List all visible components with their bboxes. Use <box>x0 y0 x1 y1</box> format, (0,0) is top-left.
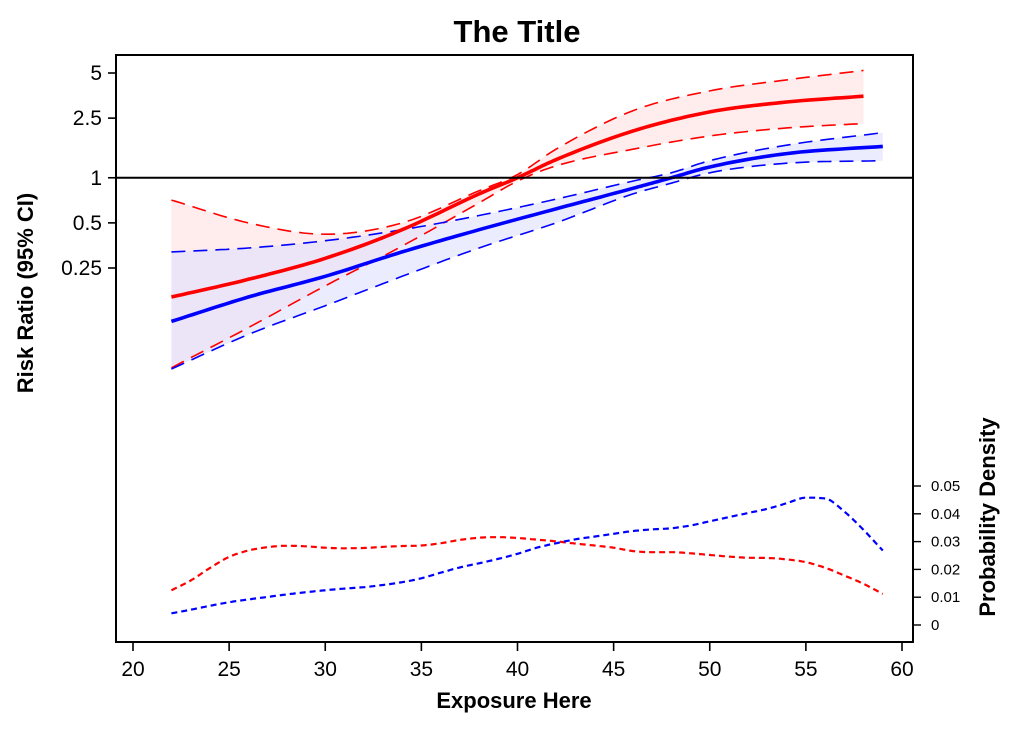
x-tick-label: 60 <box>890 658 913 681</box>
x-tick-label: 25 <box>217 658 240 681</box>
x-tick-label: 45 <box>602 658 625 681</box>
y2-tick-label: 0.05 <box>931 478 960 495</box>
red-density-line <box>170 536 884 595</box>
x-tick-label: 55 <box>794 658 817 681</box>
x-tick-label: 20 <box>121 658 144 681</box>
blue-estimate-line <box>170 144 883 324</box>
y-tick-label: 5 <box>90 62 102 85</box>
y-axis-title: Risk Ratio (95% CI) <box>13 193 38 394</box>
y2-tick-label: 0.03 <box>931 534 960 551</box>
blue-density-line <box>171 496 884 615</box>
red-lower-ci-line <box>171 122 864 369</box>
y2-axis-title: Probability Density <box>975 417 1000 617</box>
chart-title: The Title <box>454 14 581 49</box>
y2-tick-label: 0 <box>931 617 939 634</box>
y-tick-label: 2.5 <box>73 107 102 130</box>
blue-lower-ci-line <box>171 159 883 370</box>
blue-upper-ci-line <box>171 131 883 253</box>
y2-axis: 0 0.01 0.02 0.03 0.04 0.05 <box>913 478 960 634</box>
red-upper-ci-line <box>171 69 864 235</box>
y2-tick-label: 0.04 <box>931 506 960 523</box>
y-axis: 0.25 0.5 1 2.5 5 <box>61 62 116 280</box>
x-tick-label: 50 <box>698 658 721 681</box>
y-tick-label: 0.25 <box>61 257 102 280</box>
x-tick-label: 40 <box>506 658 529 681</box>
blue-confidence-band <box>171 132 883 369</box>
plot-frame <box>115 54 914 643</box>
x-axis: 20 25 30 35 40 45 50 55 60 <box>121 642 914 681</box>
x-tick-label: 30 <box>314 658 337 681</box>
y-tick-label: 1 <box>90 167 102 190</box>
y-tick-label: 0.5 <box>73 212 102 235</box>
x-axis-title: Exposure Here <box>436 688 591 713</box>
y2-tick-label: 0.02 <box>931 561 960 578</box>
y2-tick-label: 0.01 <box>931 589 960 606</box>
x-tick-label: 35 <box>410 658 433 681</box>
